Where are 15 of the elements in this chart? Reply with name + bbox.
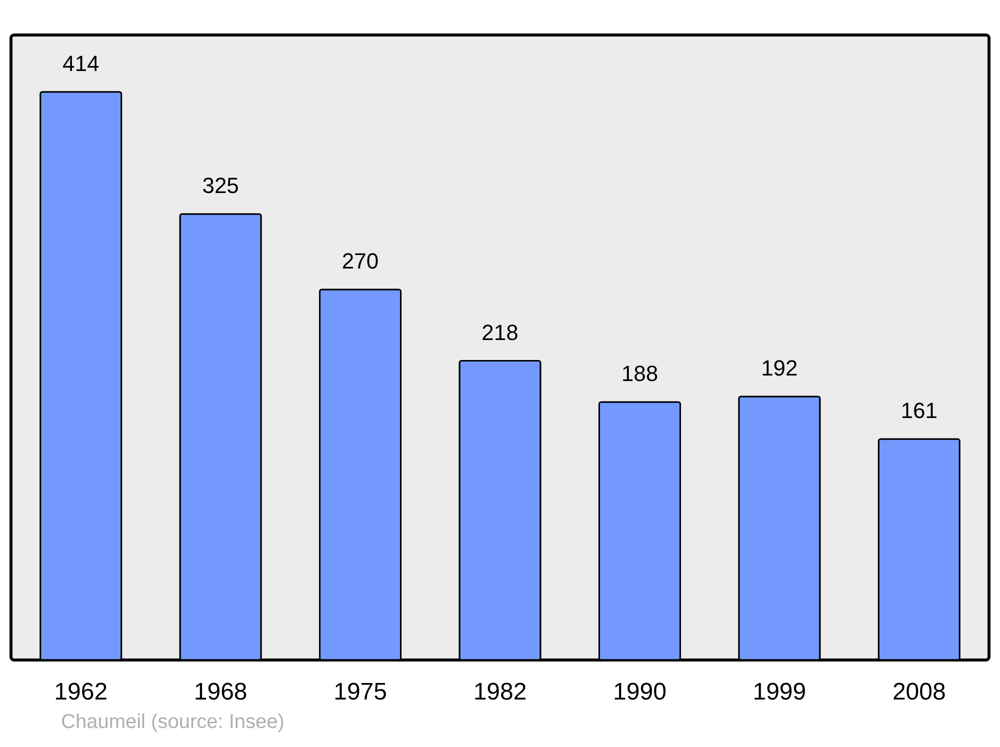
x-tick-label: 1962 (54, 678, 108, 706)
data-label: 192 (761, 355, 798, 380)
data-label: 270 (342, 248, 379, 274)
data-label: 188 (621, 360, 658, 386)
x-tick-label: 1968 (194, 678, 248, 706)
data-label: 218 (482, 320, 518, 345)
x-tick-label: 2008 (892, 678, 946, 706)
text: Chaumeil (source: Insee) (61, 711, 284, 733)
data-label: 161 (900, 398, 938, 424)
data-label: 414 (62, 50, 100, 76)
x-tick-label: 1999 (752, 678, 806, 706)
x-tick-label: 1975 (334, 678, 387, 706)
data-label: 325 (202, 172, 239, 198)
x-tick-label: 1990 (613, 678, 666, 706)
x-tick-label: 1982 (473, 678, 527, 706)
